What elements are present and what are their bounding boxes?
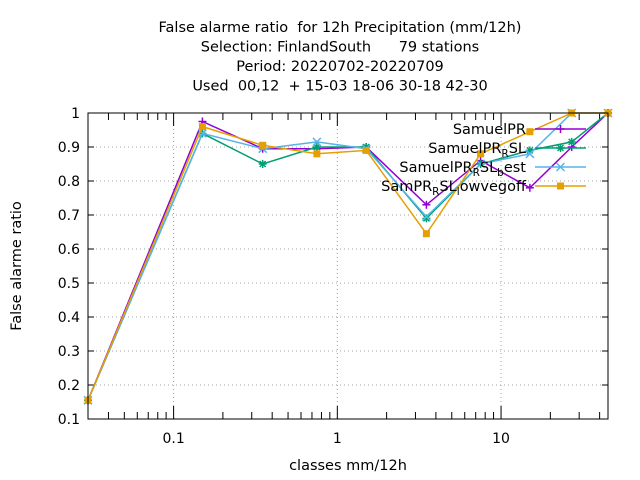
marker-stroke [312, 137, 322, 147]
chart-title: False alarme ratio for 12h Precipitation… [159, 20, 522, 95]
series-line [87, 112, 608, 401]
marker-stroke [555, 162, 566, 172]
data-point [312, 137, 322, 147]
y-tick-label: 0.1 [58, 412, 80, 428]
data-point [476, 159, 486, 169]
data-point [477, 150, 485, 158]
y-tick-label: 0.6 [58, 242, 80, 258]
marker-stroke [422, 214, 430, 222]
data-point [422, 200, 431, 209]
axis-ticks: 0.1 0.2 0.3 0.4 0.5 0.6 0.7 0.8 0.9 1 0.1 1 10 [58, 106, 608, 447]
data-point [556, 144, 565, 152]
plot-frame [87, 112, 609, 420]
legend-label-part: SamuelPR [399, 160, 472, 176]
legend-item: SamPRRSLlowvegoff [381, 179, 586, 198]
legend-label: SamuelPRRSLbest [399, 160, 526, 179]
y-tick-label: 0.5 [58, 276, 80, 292]
legend-label-part: SamuelPR [453, 122, 526, 138]
y-tick-label: 0.9 [58, 140, 80, 156]
x-tick-label: 0.1 [162, 431, 184, 447]
series-line [87, 112, 608, 401]
legend-item: SamuelPR [453, 122, 586, 138]
legend-label-part: R [501, 148, 508, 160]
marker-stroke [568, 138, 576, 146]
legend-label: SamuelPRRSL [428, 141, 526, 160]
marker-box [422, 230, 430, 238]
x-axis-label: classes mm/12h [289, 458, 407, 474]
data-point [525, 183, 534, 192]
y-tick-label: 0.2 [58, 378, 80, 394]
legend-label-part: SamPR [381, 179, 432, 195]
legend-label-part: SamuelPR [428, 141, 501, 157]
y-tick-label: 0.8 [58, 174, 80, 190]
marker-box [198, 123, 206, 131]
data-point [525, 149, 535, 159]
legend-label-part: R [432, 186, 439, 198]
data-point [313, 150, 321, 158]
legend-label-part: b [497, 167, 504, 179]
legend-label: SamuelPR [453, 122, 526, 138]
y-axis-label: False alarme ratio [9, 201, 25, 331]
x-tick-label: 1 [333, 431, 342, 447]
marker-box [557, 182, 564, 190]
series-group [83, 108, 613, 405]
legend-label-part: owvegoff [460, 179, 527, 195]
marker-box [362, 146, 370, 154]
marker-box [259, 141, 267, 149]
marker-stroke [313, 143, 321, 151]
series-2 [84, 109, 612, 405]
y-tick-label: 0.4 [58, 310, 80, 326]
marker-stroke [476, 159, 486, 169]
legend-label-part: SL [439, 179, 456, 195]
data-point [526, 128, 534, 136]
title-line: False alarme ratio for 12h Precipitation… [159, 20, 522, 36]
legend-label-part: est [504, 160, 526, 176]
data-point [312, 143, 321, 151]
legend: SamuelPRSamuelPRRSLSamuelPRRSLbestSamPRR… [381, 122, 586, 198]
legend-label-part: R [473, 167, 480, 179]
marker-stroke [525, 149, 535, 159]
data-point [198, 123, 206, 131]
data-point [422, 230, 430, 238]
y-tick-label: 0.3 [58, 344, 80, 360]
marker-box [313, 150, 321, 158]
marker-stroke [197, 128, 207, 138]
legend-item: SamuelPRRSLbest [399, 160, 586, 179]
marker-stroke [421, 212, 431, 222]
legend-label-part: SL [509, 141, 526, 157]
marker-stroke [556, 144, 565, 152]
y-tick-label: 1 [71, 106, 80, 122]
marker-stroke [259, 160, 267, 168]
legend-label-part: l [457, 186, 460, 198]
legend-label: SamPRRSLlowvegoff [381, 179, 527, 198]
data-point [259, 141, 267, 149]
x-tick-label: 10 [492, 431, 510, 447]
data-point [567, 137, 576, 146]
marker-box [477, 150, 485, 158]
data-point [197, 128, 207, 138]
data-point [258, 160, 267, 168]
series-line [87, 112, 609, 401]
data-point [556, 125, 565, 133]
data-point [362, 146, 370, 154]
title-line: Used 00,12 + 15-03 18-06 30-18 42-30 [192, 79, 487, 95]
grid-lines [88, 113, 608, 419]
data-point [557, 182, 564, 190]
legend-label-part: SL [480, 160, 497, 176]
title-line: Period: 20220702-20220709 [236, 59, 444, 75]
legend-item: SamuelPRRSL [428, 141, 586, 160]
series-line [87, 112, 609, 401]
title-line: Selection: FinlandSouth 79 stations [201, 40, 479, 56]
y-tick-label: 0.7 [58, 208, 80, 224]
marker-box [526, 128, 534, 136]
data-point [555, 162, 566, 172]
data-point [421, 212, 431, 222]
